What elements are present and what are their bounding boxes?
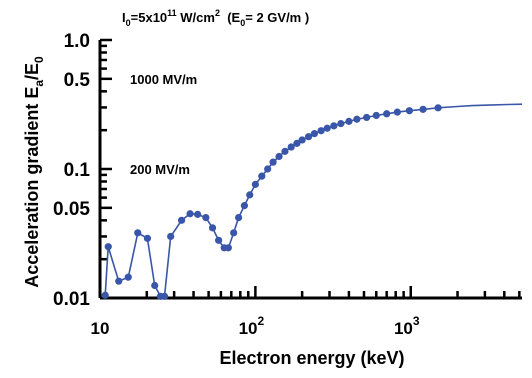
data-point: [235, 214, 243, 222]
x-axis-label: Electron energy (keV): [219, 348, 404, 368]
y-axis-label: Acceleration gradient Ea/E0: [22, 56, 46, 288]
ticks: [98, 38, 521, 300]
data-point: [393, 108, 401, 116]
data-point: [186, 210, 194, 218]
series: [101, 103, 523, 300]
data-point: [124, 273, 132, 281]
data-point: [251, 180, 259, 188]
data-point: [208, 224, 217, 232]
y-tick-label: 0.05: [53, 199, 90, 220]
data-point: [224, 244, 232, 252]
data-point: [177, 216, 186, 224]
data-point: [264, 165, 272, 173]
y-tick-label: 0.01: [53, 289, 90, 310]
data-point: [202, 214, 210, 222]
data-point: [143, 234, 152, 242]
data-point: [160, 292, 169, 300]
data-point: [115, 277, 123, 285]
y-tick-label: 1.0: [64, 31, 90, 52]
data-point: [304, 133, 313, 141]
annotations: 1000 MV/m 200 MV/m: [130, 72, 197, 177]
data-point: [275, 152, 283, 161]
data-point: [330, 122, 338, 130]
data-point: [317, 127, 325, 135]
series-extension-line: [438, 103, 523, 109]
data-point: [258, 172, 266, 180]
data-point: [230, 229, 238, 237]
data-point: [246, 191, 254, 199]
data-point: [101, 291, 109, 299]
data-point: [134, 229, 142, 237]
x-tick-label: 102: [239, 314, 265, 338]
annotation-label: 200 MV/m: [130, 162, 190, 177]
data-point: [353, 115, 361, 123]
data-point: [104, 243, 112, 251]
data-point: [363, 113, 371, 122]
y-tick-label: 0.1: [64, 160, 91, 181]
data-point: [419, 105, 427, 113]
data-point: [167, 232, 175, 241]
data-point: [405, 107, 413, 115]
data-point: [151, 281, 159, 290]
data-point: [293, 139, 301, 147]
data-point: [269, 158, 277, 166]
y-tick-label: 0.5: [64, 70, 91, 91]
data-point: [194, 210, 202, 218]
annotation-label: 1000 MV/m: [130, 72, 197, 87]
x-tick-label: 103: [394, 314, 420, 338]
data-point: [298, 136, 306, 144]
data-point: [215, 236, 223, 244]
data-point: [323, 124, 331, 132]
data-point: [240, 202, 249, 210]
data-point: [287, 143, 295, 151]
series-line: [104, 107, 439, 298]
data-point: [345, 117, 353, 125]
data-point: [372, 111, 380, 120]
data-point: [310, 130, 319, 138]
data-point: [337, 119, 345, 128]
data-point: [281, 147, 289, 155]
data-point: [383, 110, 391, 118]
data-point: [434, 104, 442, 112]
chart-title: I0=5x1011 W/cm2 (E0= 2 GV/m ): [122, 8, 309, 28]
x-tick-label: 10: [91, 319, 110, 338]
